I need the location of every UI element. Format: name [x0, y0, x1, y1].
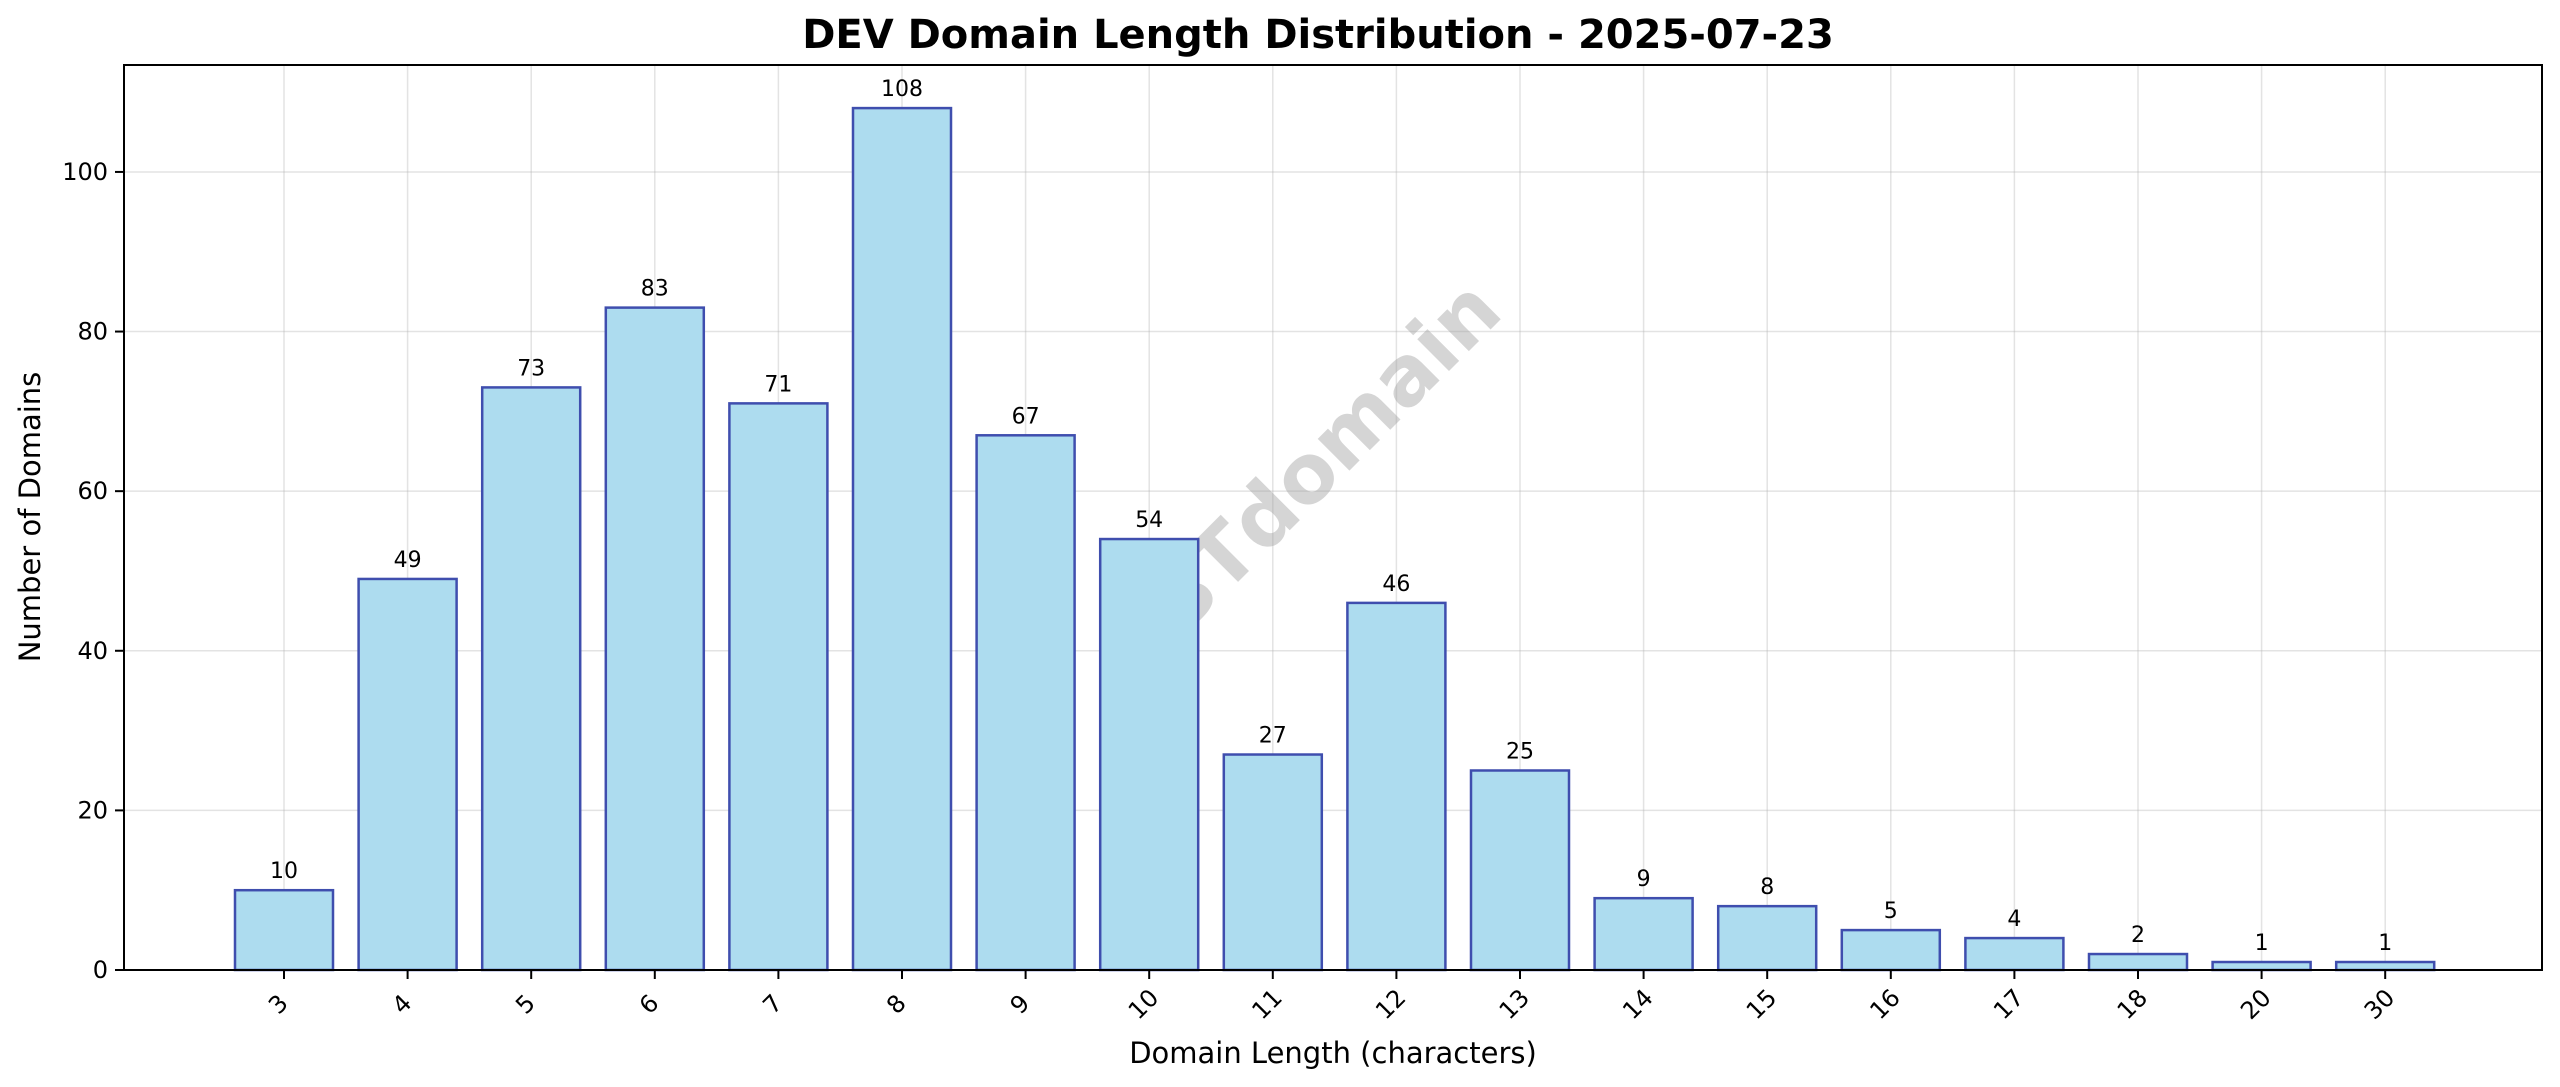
bar-value-label: 46	[1382, 572, 1410, 597]
y-tick-label: 60	[77, 477, 108, 505]
bar-value-label: 5	[1884, 899, 1898, 924]
bar	[359, 579, 457, 970]
y-tick-label: 80	[77, 318, 108, 346]
y-tick-label: 20	[77, 796, 108, 824]
bar	[1965, 938, 2063, 970]
y-axis-label: Number of Domains	[13, 372, 47, 663]
bar-value-label: 108	[881, 77, 923, 102]
chart-title: DEV Domain Length Distribution - 2025-07…	[802, 12, 1834, 58]
bar-value-label: 10	[270, 859, 298, 884]
bar	[1595, 898, 1693, 970]
bar	[1471, 770, 1569, 970]
bar-value-label: 25	[1506, 739, 1534, 764]
bar	[977, 435, 1075, 970]
y-tick-label: 40	[77, 637, 108, 665]
bar	[1224, 755, 1322, 970]
bar	[1347, 603, 1445, 970]
bar-value-label: 71	[764, 372, 792, 397]
bar	[1718, 906, 1816, 970]
bar-value-label: 49	[394, 548, 422, 573]
bar	[1100, 539, 1198, 970]
bar-value-label: 27	[1259, 724, 1287, 749]
y-tick-label: 0	[93, 956, 108, 984]
bar-value-label: 8	[1760, 875, 1774, 900]
y-tick-label: 100	[62, 158, 108, 186]
bar	[729, 403, 827, 970]
bar-value-label: 1	[2378, 931, 2392, 956]
bar-value-label: 2	[2131, 923, 2145, 948]
bar-value-label: 73	[517, 356, 545, 381]
bar	[1842, 930, 1940, 970]
bar	[2089, 954, 2187, 970]
chart-container: DEV Domain Length Distribution - 2025-07…	[0, 0, 2560, 1087]
bar-value-label: 4	[2007, 907, 2021, 932]
bar	[2336, 962, 2434, 970]
bar-value-label: 83	[641, 277, 669, 302]
bar	[853, 108, 951, 970]
bar-value-label: 54	[1135, 508, 1163, 533]
x-axis-label: Domain Length (characters)	[1129, 1036, 1537, 1070]
bar	[2213, 962, 2311, 970]
bar-chart: DEV Domain Length Distribution - 2025-07…	[0, 0, 2560, 1087]
bar-value-label: 9	[1637, 867, 1651, 892]
bar-value-label: 67	[1012, 404, 1040, 429]
bar	[235, 890, 333, 970]
bar	[482, 387, 580, 970]
bar-value-label: 1	[2255, 931, 2269, 956]
bar	[606, 308, 704, 970]
